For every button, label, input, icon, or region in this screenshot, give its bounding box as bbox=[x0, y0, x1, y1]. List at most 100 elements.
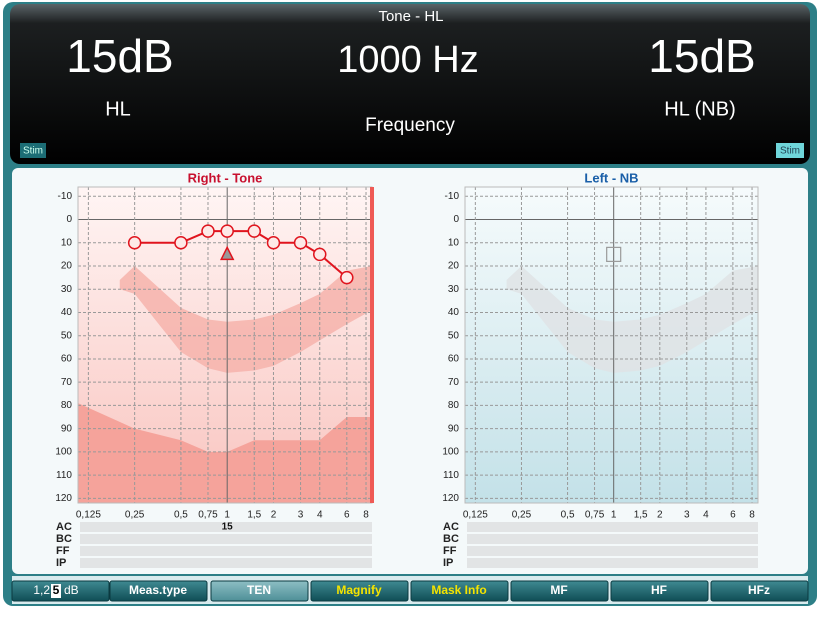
x-tick-label: 1,5 bbox=[247, 510, 261, 521]
button-label[interactable]: Magnify bbox=[336, 583, 382, 597]
button-label[interactable]: Meas.type bbox=[129, 583, 187, 597]
y-tick-label: 90 bbox=[61, 423, 73, 434]
result-row-label: FF bbox=[56, 545, 70, 557]
y-tick-label: 100 bbox=[55, 447, 72, 458]
center-value: 1000 Hz bbox=[337, 39, 479, 81]
chart-title: Right - Tone bbox=[188, 170, 263, 185]
result-row bbox=[80, 546, 372, 556]
threshold-marker bbox=[312, 247, 327, 262]
x-tick-label: 2 bbox=[271, 510, 277, 521]
header-title: Tone - HL bbox=[378, 8, 443, 25]
result-row bbox=[467, 522, 758, 532]
x-tick-label: 0,125 bbox=[76, 510, 101, 521]
y-tick-label: 80 bbox=[61, 400, 73, 411]
threshold-marker bbox=[266, 236, 281, 250]
threshold-marker bbox=[174, 236, 188, 250]
threshold-marker bbox=[247, 224, 262, 238]
y-tick-label: 30 bbox=[61, 284, 73, 295]
y-tick-label: 0 bbox=[66, 214, 72, 225]
threshold-marker bbox=[220, 224, 234, 238]
x-tick-label: 1,5 bbox=[634, 510, 648, 521]
x-tick-label: 0,75 bbox=[585, 510, 605, 521]
y-tick-label: 120 bbox=[55, 493, 72, 504]
threshold-marker bbox=[201, 224, 215, 238]
x-tick-label: 8 bbox=[749, 510, 755, 521]
y-tick-label: -10 bbox=[58, 191, 73, 202]
x-tick-label: 2 bbox=[657, 510, 663, 521]
stimulus-marker bbox=[606, 246, 622, 262]
button[interactable] bbox=[410, 580, 509, 602]
y-tick-label: 40 bbox=[61, 307, 73, 318]
y-tick-label: 10 bbox=[61, 237, 73, 248]
result-row bbox=[467, 558, 758, 568]
y-tick-label: 100 bbox=[442, 447, 459, 458]
result-row-label: FF bbox=[443, 545, 457, 557]
button[interactable] bbox=[510, 580, 609, 602]
y-tick-label: 20 bbox=[448, 261, 460, 272]
button[interactable] bbox=[109, 580, 208, 602]
step-digit: 5 bbox=[53, 583, 60, 597]
center-label: Frequency bbox=[365, 115, 455, 136]
result-row-label: AC bbox=[56, 521, 72, 533]
stimulus-marker bbox=[219, 245, 235, 261]
threshold-marker bbox=[127, 236, 142, 250]
level-bar bbox=[370, 187, 374, 503]
step-unit: dB bbox=[64, 583, 79, 597]
y-tick-label: 20 bbox=[61, 261, 73, 272]
y-tick-label: 60 bbox=[61, 354, 73, 365]
threshold-marker bbox=[340, 270, 354, 285]
x-tick-label: 0,75 bbox=[198, 510, 218, 521]
y-tick-label: 0 bbox=[453, 214, 459, 225]
result-row bbox=[467, 534, 758, 544]
button[interactable] bbox=[210, 580, 309, 602]
y-tick-label: 60 bbox=[448, 354, 460, 365]
x-tick-label: 3 bbox=[298, 510, 304, 521]
right-value: 15dB bbox=[648, 30, 755, 82]
y-tick-label: 110 bbox=[56, 470, 72, 481]
x-tick-label: 1 bbox=[611, 510, 617, 521]
result-row bbox=[80, 558, 372, 568]
button[interactable] bbox=[610, 580, 709, 602]
button-label[interactable]: HFz bbox=[748, 583, 770, 597]
stim-left: Stim bbox=[23, 146, 43, 157]
x-tick-label: 3 bbox=[684, 510, 690, 521]
button-label[interactable]: HF bbox=[651, 583, 667, 597]
speech-banana bbox=[506, 266, 758, 373]
x-tick-label: 4 bbox=[317, 510, 323, 521]
x-tick-label: 6 bbox=[344, 510, 350, 521]
result-row-label: BC bbox=[56, 533, 72, 545]
y-tick-label: 120 bbox=[442, 493, 459, 504]
result-row bbox=[80, 522, 372, 532]
speech-banana bbox=[119, 266, 373, 373]
x-tick-label: 1 bbox=[224, 510, 230, 521]
x-tick-label: 0,125 bbox=[463, 510, 488, 521]
x-tick-label: 4 bbox=[703, 510, 709, 521]
y-tick-label: 50 bbox=[448, 330, 460, 341]
y-tick-label: 10 bbox=[448, 237, 460, 248]
ac-result: 15 bbox=[222, 522, 234, 533]
result-row-label: BC bbox=[443, 533, 459, 545]
button[interactable] bbox=[310, 580, 409, 602]
step-prefix: 1,2 bbox=[33, 583, 50, 597]
step-digit-box bbox=[51, 584, 61, 598]
y-tick-label: -10 bbox=[445, 191, 460, 202]
result-row-label: AC bbox=[443, 521, 459, 533]
stim-left-box bbox=[20, 143, 46, 158]
y-tick-label: 40 bbox=[448, 307, 460, 318]
button-label[interactable]: MF bbox=[550, 583, 567, 597]
result-row bbox=[467, 546, 758, 556]
right-label: HL (NB) bbox=[664, 98, 735, 120]
chart-title: Left - NB bbox=[584, 170, 638, 185]
plot-border bbox=[464, 186, 759, 504]
y-tick-label: 80 bbox=[448, 400, 460, 411]
button[interactable] bbox=[710, 580, 809, 602]
y-tick-label: 70 bbox=[448, 377, 460, 388]
threshold-marker bbox=[293, 236, 308, 250]
x-tick-label: 6 bbox=[730, 510, 736, 521]
button-label[interactable]: TEN bbox=[247, 583, 271, 597]
y-tick-label: 50 bbox=[61, 330, 73, 341]
y-tick-label: 90 bbox=[448, 423, 460, 434]
x-tick-label: 8 bbox=[363, 510, 369, 521]
button-label[interactable]: Mask Info bbox=[431, 583, 486, 597]
